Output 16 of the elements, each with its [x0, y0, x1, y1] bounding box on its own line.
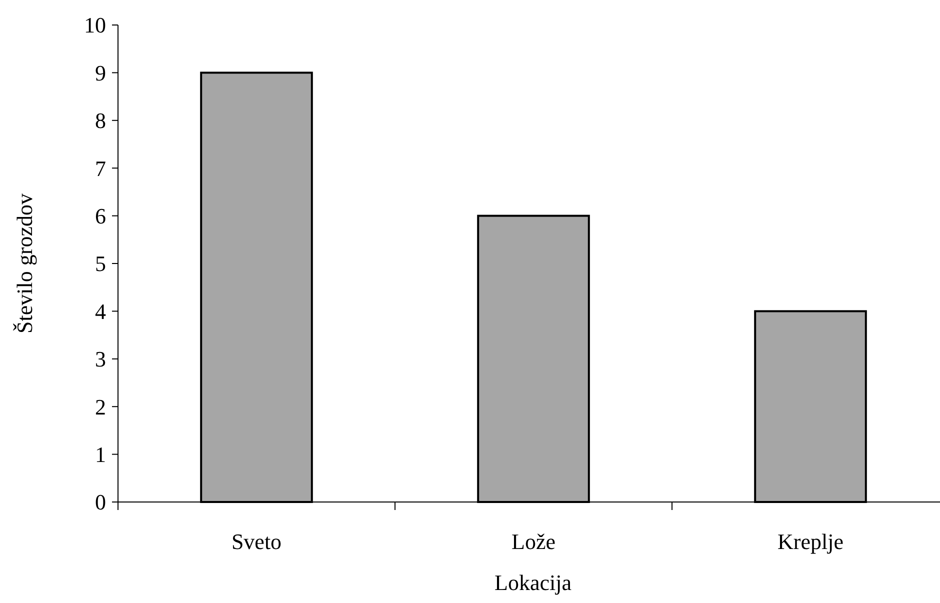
y-tick-label: 5 — [95, 251, 106, 276]
x-axis-title: Lokacija — [494, 570, 572, 595]
y-tick-label: 6 — [95, 204, 106, 228]
x-tick-label: Sveto — [231, 529, 282, 554]
y-axis-title: Število grozdov — [12, 194, 37, 334]
y-tick-label: 7 — [95, 156, 106, 181]
y-tick-label: 10 — [84, 12, 106, 38]
y-tick-label: 2 — [95, 394, 106, 420]
y-tick-label: 8 — [95, 108, 106, 134]
y-tick-label: 9 — [95, 60, 106, 86]
y-tick-label: 0 — [95, 490, 106, 515]
x-tick-label: Lože — [512, 529, 556, 554]
y-tick-label: 1 — [95, 442, 106, 467]
y-tick-label: 4 — [95, 298, 106, 324]
y-tick-label: 3 — [95, 346, 106, 372]
x-tick-label: Kreplje — [778, 529, 844, 554]
